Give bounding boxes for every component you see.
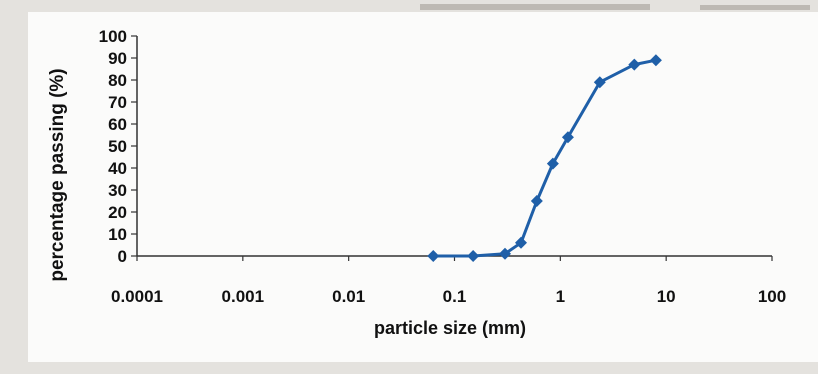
y-tick-label: 20 (108, 203, 127, 222)
data-point (561, 131, 574, 144)
y-tick-label: 0 (118, 247, 127, 266)
plot-area (28, 12, 818, 362)
series (427, 54, 662, 262)
y-tick-label: 30 (108, 181, 127, 200)
y-tick-label: 100 (99, 27, 127, 46)
y-ticks: 0 10 20 30 40 50 60 70 80 90 100 (99, 27, 137, 266)
x-tick-label: 0.1 (443, 287, 467, 306)
x-axis-label: particle size (mm) (374, 318, 526, 338)
data-point (546, 157, 559, 170)
series-line (433, 58, 657, 258)
x-tick-label: 0.001 (222, 287, 265, 306)
data-point (593, 76, 606, 89)
y-tick-label: 50 (108, 137, 127, 156)
y-tick-label: 80 (108, 71, 127, 90)
y-axis-label: percentage passing (%) (47, 68, 68, 281)
x-tick-label: 1 (556, 287, 565, 306)
x-tick-label: 0.0001 (111, 287, 163, 306)
x-tick-label: 0.01 (332, 287, 365, 306)
x-tick-label: 10 (657, 287, 676, 306)
data-point (427, 250, 440, 262)
data-point (467, 250, 480, 262)
y-tick-label: 40 (108, 159, 127, 178)
data-point (498, 247, 511, 260)
y-tick-label: 90 (108, 49, 127, 68)
y-tick-label: 70 (108, 93, 127, 112)
y-tick-label: 60 (108, 115, 127, 134)
data-point (628, 58, 641, 71)
data-point (530, 195, 543, 207)
x-ticks: 0.0001 0.001 0.01 0.1 1 10 100 (111, 256, 786, 306)
data-point (649, 54, 662, 67)
y-tick-label: 10 (108, 225, 127, 244)
x-tick-label: 100 (758, 287, 786, 306)
data-point (515, 236, 528, 249)
